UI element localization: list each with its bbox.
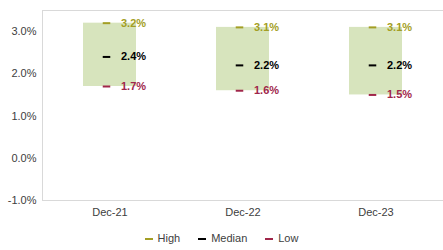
svg-text:Dec-23: Dec-23: [358, 206, 393, 218]
html-text:High: High: [157, 231, 181, 244]
html-text:Median: Median: [211, 231, 248, 244]
svg-text:2.2%: 2.2%: [254, 59, 279, 71]
svg-text:3.1%: 3.1%: [387, 21, 412, 33]
svg-text:3.1%: 3.1%: [254, 21, 279, 33]
svg-text:1.6%: 1.6%: [254, 84, 279, 96]
svg-text:1.5%: 1.5%: [387, 88, 412, 100]
svg-text:0.0%: 0.0%: [11, 152, 36, 164]
svg-text:1.7%: 1.7%: [121, 80, 146, 92]
svg-text:3.2%: 3.2%: [121, 17, 146, 29]
html-text:Low: Low: [278, 231, 299, 244]
svg-text:2.2%: 2.2%: [387, 59, 412, 71]
svg-text:2.4%: 2.4%: [121, 50, 146, 62]
svg-text:Dec-21: Dec-21: [92, 206, 127, 218]
svg-text:1.0%: 1.0%: [11, 110, 36, 122]
svg-text:2.0%: 2.0%: [11, 67, 36, 79]
svg-text:Dec-22: Dec-22: [225, 206, 260, 218]
svg-text:-1.0%: -1.0%: [8, 194, 37, 206]
svg-text:3.0%: 3.0%: [11, 25, 36, 37]
